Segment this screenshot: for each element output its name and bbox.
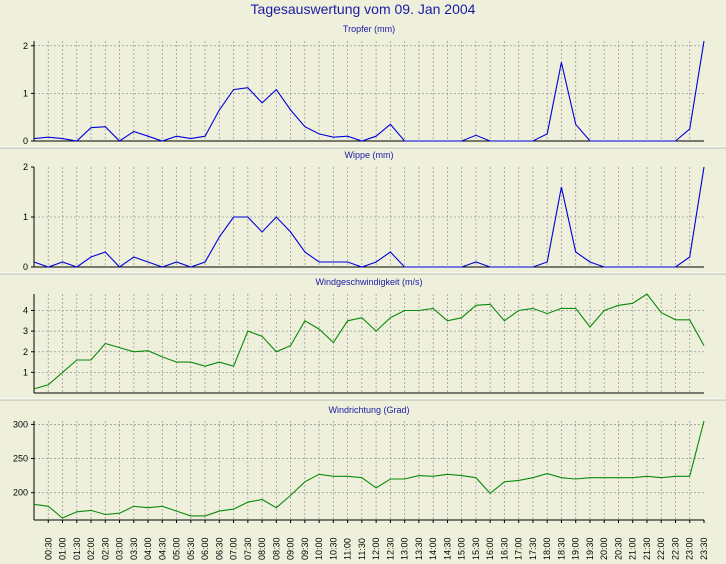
x-tick-label: 06:30 <box>214 537 224 560</box>
page-title: Tagesauswertung vom 09. Jan 2004 <box>250 1 476 17</box>
chart-panel-1: Tropfer (mm) 0 1 2 <box>0 24 726 149</box>
y-tick-label: 2 <box>23 162 28 172</box>
x-tick-label: 21:00 <box>628 537 638 560</box>
x-tick-label: 14:30 <box>442 537 452 560</box>
x-tick-label: 20:30 <box>613 537 623 560</box>
x-tick-label: 01:30 <box>72 537 82 560</box>
x-tick-label: 18:00 <box>542 537 552 560</box>
x-tick-label: 20:00 <box>599 537 609 560</box>
series-line <box>33 166 705 268</box>
x-tick-label: 21:30 <box>642 537 652 560</box>
y-tick-label: 3 <box>23 326 28 336</box>
x-tick-label: 08:30 <box>271 537 281 560</box>
y-tick-label: 2 <box>23 347 28 357</box>
x-tick-label: 03:30 <box>129 537 139 560</box>
x-tick-label: 11:30 <box>357 538 367 560</box>
series-line <box>33 293 705 390</box>
series-line <box>33 420 705 519</box>
chart-panel-4: Windrichtung (Grad) 200 250 300 <box>13 405 705 521</box>
x-tick-label: 04:30 <box>157 537 167 560</box>
y-tick-label: 4 <box>23 306 28 316</box>
x-tick-label: 07:30 <box>243 537 253 560</box>
x-tick-label: 09:00 <box>286 537 296 560</box>
x-tick-label: 08:00 <box>257 537 267 560</box>
x-tick-label: 02:30 <box>100 537 110 560</box>
x-tick-label: 06:00 <box>200 537 210 560</box>
x-tick-label: 02:00 <box>86 537 96 560</box>
x-tick-label: 17:00 <box>514 537 524 560</box>
chart-title: Windgeschwindigkeit (m/s) <box>315 277 422 287</box>
chart-title: Windrichtung (Grad) <box>328 405 409 415</box>
x-tick-label: 13:30 <box>414 537 424 560</box>
x-tick-label: 14:00 <box>428 537 438 560</box>
chart-title: Wippe (mm) <box>345 150 394 160</box>
x-tick-label: 05:00 <box>172 537 182 560</box>
chart-panel-2: Wippe (mm) 0 1 2 <box>0 150 726 275</box>
x-tick-label: 00:30 <box>43 537 53 560</box>
x-tick-label: 03:00 <box>115 537 125 560</box>
y-tick-label: 300 <box>13 419 28 429</box>
x-tick-label: 16:00 <box>485 537 495 560</box>
x-tick-label: 12:00 <box>371 537 381 560</box>
x-tick-label: 17:30 <box>528 537 538 560</box>
x-tick-label: 18:30 <box>556 537 566 560</box>
y-tick-label: 1 <box>23 367 28 377</box>
series-line <box>33 40 705 142</box>
y-tick-label: 250 <box>13 454 28 464</box>
x-tick-label: 11:00 <box>343 538 353 560</box>
x-tick-label: 10:00 <box>314 537 324 560</box>
y-tick-label: 0 <box>23 136 28 146</box>
x-tick-label: 19:30 <box>585 537 595 560</box>
x-tick-label: 07:00 <box>229 537 239 560</box>
x-tick-label: 23:30 <box>699 537 709 560</box>
x-tick-label: 05:30 <box>186 537 196 560</box>
y-tick-label: 0 <box>23 262 28 272</box>
x-tick-label: 12:30 <box>385 537 395 560</box>
chart-panel-3: Windgeschwindigkeit (m/s) 1 2 3 4 <box>0 277 726 401</box>
y-tick-label: 1 <box>23 88 28 98</box>
x-tick-label: 15:30 <box>471 537 481 560</box>
x-tick-label: 22:30 <box>670 537 680 560</box>
x-tick-label: 10:30 <box>328 537 338 560</box>
x-tick-label: 04:00 <box>143 537 153 560</box>
x-tick-label: 09:30 <box>300 537 310 560</box>
y-tick-label: 1 <box>23 212 28 222</box>
y-tick-label: 200 <box>13 488 28 498</box>
y-tick-label: 2 <box>23 41 28 51</box>
x-tick-label: 16:30 <box>499 537 509 560</box>
x-tick-label: 13:00 <box>400 537 410 560</box>
x-tick-label: 22:00 <box>656 537 666 560</box>
x-tick-label: 01:00 <box>58 537 68 560</box>
chart-title: Tropfer (mm) <box>343 24 395 34</box>
x-tick-label: 23:00 <box>685 537 695 560</box>
x-tick-label: 19:00 <box>571 537 581 560</box>
x-tick-label: 15:00 <box>457 537 467 560</box>
